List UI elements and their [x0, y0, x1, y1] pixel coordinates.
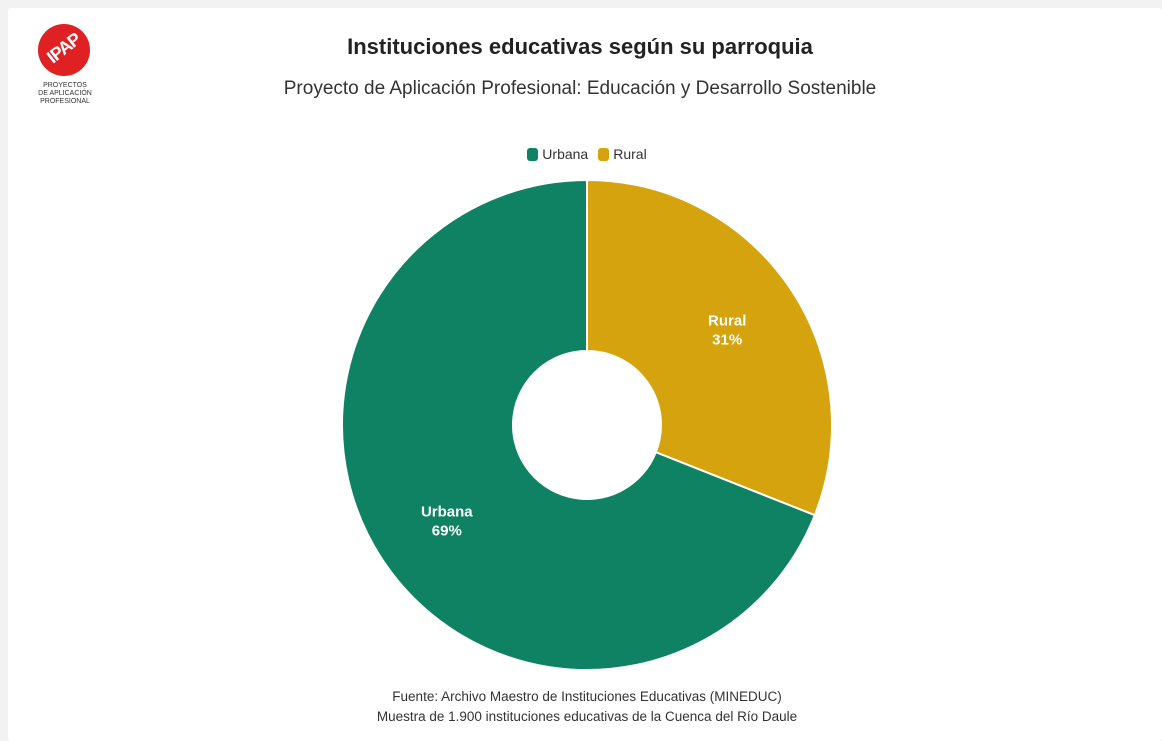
chart-title: Instituciones educativas según su parroq…	[347, 34, 813, 59]
legend-label-rural: Rural	[613, 146, 647, 162]
logo-caption-line: PROFESIONAL	[40, 98, 90, 105]
legend-swatch-rural	[598, 147, 610, 161]
chart-subtitle: Proyecto de Aplicación Profesional: Educ…	[283, 78, 877, 99]
legend-label-urbana: Urbana	[542, 146, 589, 162]
legend-item-urbana[interactable]: Urbana	[527, 146, 588, 162]
slice-value-urbana: 69%	[432, 522, 462, 539]
chart-legend: Urbana Rural	[0, 146, 1162, 162]
slice-label-urbana: Urbana	[421, 503, 473, 520]
logo-caption: PROYECTOS DE APLICACIÓN PROFESIONAL	[24, 82, 106, 106]
ipap-logo: IPAP PROYECTOS DE APLICACIÓN PROFESIONAL	[24, 24, 96, 116]
slice-urbana[interactable]	[341, 178, 817, 671]
chart-source: Fuente: Archivo Maestro de Instituciones…	[0, 687, 1162, 727]
legend-item-rural[interactable]: Rural	[598, 146, 647, 162]
slice-rural[interactable]	[586, 178, 833, 517]
slice-value-rural: 31%	[712, 332, 742, 349]
legend-swatch-urbana	[527, 147, 539, 161]
slice-label-rural: Rural	[708, 313, 746, 330]
source-line-2: Muestra de 1.900 instituciones educativa…	[376, 709, 798, 724]
logo-caption-line: DE APLICACIÓN	[38, 90, 92, 97]
logo-caption-line: PROYECTOS	[43, 82, 87, 89]
source-line-1: Fuente: Archivo Maestro de Instituciones…	[392, 689, 782, 704]
logo-mark: IPAP	[38, 24, 90, 76]
